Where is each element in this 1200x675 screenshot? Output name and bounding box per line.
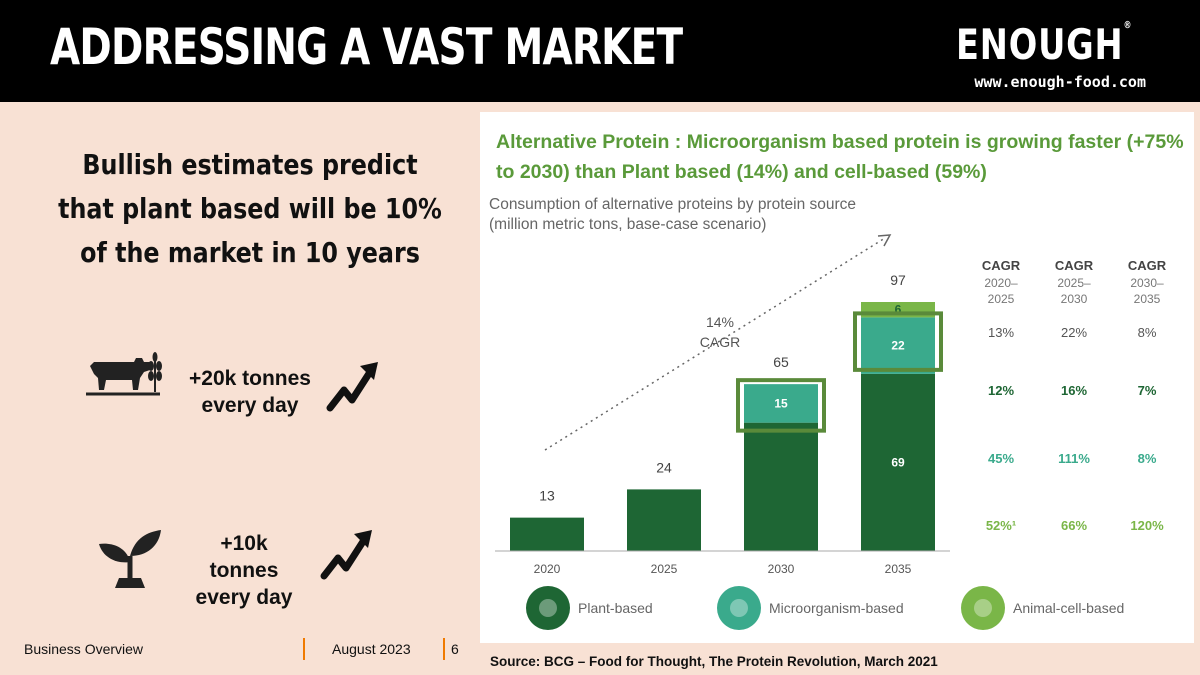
page-number: 6: [451, 641, 459, 657]
cagr-header-period: 2020–: [984, 276, 1018, 290]
bar-total-label: 24: [656, 459, 672, 475]
cagr-header-period: 2025: [988, 292, 1015, 306]
bar-segment: [744, 384, 818, 423]
cagr-header-period: 2035: [1134, 292, 1161, 306]
cagr-header-period: 2025–: [1057, 276, 1091, 290]
chart-subtitle-line: (million metric tons, base-case scenario…: [489, 216, 767, 233]
footer-section: Business Overview: [24, 641, 144, 657]
x-tick-label: 2020: [534, 562, 561, 576]
enough-logo: ENOUGH®: [956, 20, 1132, 69]
cagr-header-title: CAGR: [1128, 258, 1167, 273]
x-tick-label: 2035: [885, 562, 912, 576]
bar-segment-label: 69: [891, 455, 905, 469]
cagr-table-cell: 111%: [1058, 451, 1090, 466]
cagr-header-period: 2030–: [1130, 276, 1164, 290]
cagr-header-title: CAGR: [1055, 258, 1094, 273]
cagr-table-cell: 120%: [1130, 518, 1164, 533]
cow-wheat-icon: [86, 352, 162, 396]
footer-divider: [443, 638, 445, 660]
cagr-table-cell: 66%: [1061, 518, 1087, 533]
highlight-box: [736, 378, 826, 433]
cagr-annotation-value: 14%: [706, 314, 734, 330]
protein-chart: 14% CAGR 13 2020 24 2025 15 65 2030 69 22 6 97 2035 CA…: [495, 234, 1167, 630]
stat-1-line1: +20k tonnes: [189, 367, 311, 390]
footer-date: August 2023: [332, 641, 411, 657]
stat-block-1: +20k tonnes every day: [185, 365, 315, 419]
bar-segment: [861, 373, 935, 551]
bar-total-label: 97: [890, 272, 906, 288]
bar-segment: [627, 489, 701, 551]
market-headline: Bullish estimates predict that plant bas…: [58, 148, 442, 269]
logo-text: ENOUGH: [955, 20, 1124, 69]
source-citation: Source: BCG – Food for Thought, The Prot…: [490, 654, 938, 669]
cagr-table-cell: 12%: [988, 383, 1014, 398]
bar-segment-label: 6: [895, 303, 902, 317]
legend-icon-glyph: [974, 599, 992, 617]
cagr-table-cell: 8%: [1138, 451, 1157, 466]
stat-block-2: +10k tonnes every day: [185, 530, 303, 611]
bar-total-label: 65: [773, 354, 789, 370]
cagr-table-cell: 22%: [1061, 325, 1087, 340]
highlight-box: [853, 311, 943, 372]
trend-up-arrow-icon: [320, 530, 372, 580]
cagr-annotation-label: CAGR: [700, 334, 740, 350]
registered-mark: ®: [1123, 20, 1132, 31]
website-url[interactable]: www.enough-food.com: [974, 73, 1146, 91]
legend-label: Plant-based: [578, 600, 653, 616]
legend-swatch-icon: [717, 586, 761, 630]
page-title: ADDRESSING A VAST MARKET: [50, 18, 683, 76]
trend-up-arrow-icon: [326, 362, 378, 412]
footer-divider: [303, 638, 305, 660]
bar-total-label: 13: [539, 488, 555, 504]
header-bar: ADDRESSING A VAST MARKET ENOUGH® www.eno…: [0, 0, 1200, 102]
chart-panel: [480, 112, 1194, 643]
cagr-header-period: 2030: [1061, 292, 1088, 306]
cagr-table-cell: 7%: [1138, 383, 1157, 398]
cagr-table-cell: 45%: [988, 451, 1014, 466]
chart-title-line: Consumption of alternative proteins by p…: [489, 196, 857, 213]
bar-segment-label: 15: [774, 396, 788, 410]
bar-segment: [510, 517, 584, 551]
x-tick-label: 2025: [651, 562, 678, 576]
chart-title: Consumption of alternative proteins by p…: [489, 195, 856, 235]
bar-segment: [861, 317, 935, 374]
stat-2-line1: +10k tonnes: [209, 532, 279, 582]
bar-segment: [744, 422, 818, 551]
legend-label: Animal-cell-based: [1013, 600, 1124, 616]
x-tick-label: 2030: [768, 562, 795, 576]
cagr-header-title: CAGR: [982, 258, 1021, 273]
cagr-table-cell: 52%¹: [986, 518, 1016, 533]
stat-2-line2: every day: [195, 586, 293, 609]
bar-segment-label: 22: [891, 339, 905, 353]
cagr-arrowhead: [877, 234, 892, 247]
stat-1-line2: every day: [201, 394, 299, 417]
legend-icon-glyph: [730, 599, 748, 617]
cagr-table-cell: 8%: [1138, 325, 1157, 340]
legend-swatch-icon: [526, 586, 570, 630]
legend-icon-glyph: [539, 599, 557, 617]
cagr-trend-arrow: [544, 237, 886, 451]
legend-label: Microorganism-based: [769, 600, 904, 616]
legend-swatch-icon: [961, 586, 1005, 630]
cagr-table-cell: 13%: [988, 325, 1014, 340]
plant-seedling-icon: [99, 530, 161, 588]
cagr-table-cell: 16%: [1061, 383, 1087, 398]
chart-subheadline: Alternative Protein : Microorganism base…: [496, 131, 1184, 183]
